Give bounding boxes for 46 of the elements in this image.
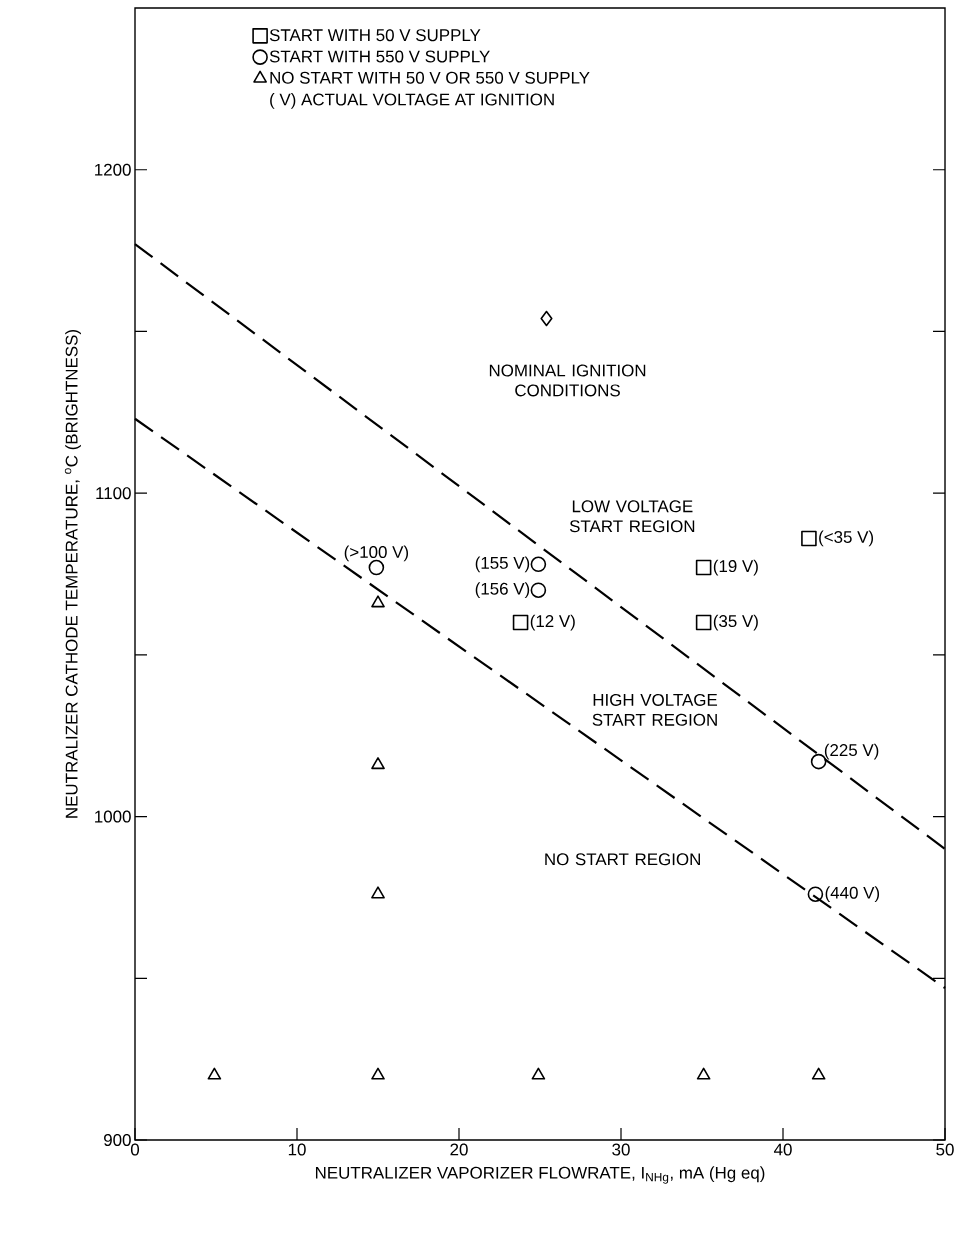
annotation: (156 V) xyxy=(475,582,530,599)
y-tick-label: 1000 xyxy=(95,810,131,823)
annotation: (225 V) xyxy=(824,743,879,760)
legend-label: NO START WITH 50 V OR 550 V SUPPLY xyxy=(270,71,590,84)
annotation: (>100 V) xyxy=(344,545,409,562)
legend-label: START WITH 550 V SUPPLY xyxy=(269,50,490,63)
annotation: (19 V) xyxy=(713,559,758,576)
annotation: NO START REGION xyxy=(545,853,700,866)
x-tick-label: 0 xyxy=(130,1143,140,1156)
annotation: HIGH VOLTAGE START REGION xyxy=(592,693,718,726)
x-tick-label: 40 xyxy=(773,1143,792,1156)
point xyxy=(512,614,529,631)
point xyxy=(810,753,827,770)
x-axis-title: NEUTRALIZER VAPORIZER FLOWRATE, I$_{NHg}$, mA (Hg eq) xyxy=(315,1166,765,1184)
legend-label: START WITH 50 V SUPPLY xyxy=(269,29,481,42)
point xyxy=(530,556,547,573)
annotation: LOW VOLTAGE START REGION xyxy=(569,500,695,533)
point xyxy=(207,1067,222,1080)
point xyxy=(801,530,817,547)
point xyxy=(371,886,385,899)
point xyxy=(811,1067,826,1080)
x-tick-label: 20 xyxy=(450,1143,468,1156)
point xyxy=(531,1067,546,1080)
point xyxy=(807,886,824,902)
y-axis-title: NEUTRALIZER CATHODE TEMPERATURE, $^{o}$C (BRIGHTNESS) xyxy=(64,330,81,818)
annotation: (155 V) xyxy=(475,556,530,573)
x-tick-label: 10 xyxy=(288,1143,306,1156)
annotation: NOMINAL IGNITION CONDITIONS xyxy=(489,364,646,397)
y-tick-label: 900 xyxy=(104,1134,131,1146)
point xyxy=(695,559,712,576)
point xyxy=(371,757,385,770)
point xyxy=(371,1067,385,1080)
point xyxy=(530,582,547,598)
y-tick-label: 1200 xyxy=(95,163,131,176)
annotation: ( V) ACTUAL VOLTAGE AT IGNITION xyxy=(270,93,554,109)
point xyxy=(696,1067,711,1080)
annotation: (35 V) xyxy=(713,614,758,631)
point xyxy=(371,595,385,608)
x-tick-label: 30 xyxy=(612,1143,630,1156)
annotation: (12 V) xyxy=(530,614,575,631)
y-tick-label: 1100 xyxy=(96,487,131,500)
annotation: (440 V) xyxy=(825,886,880,903)
point xyxy=(695,614,712,631)
x-tick-label: 50 xyxy=(936,1143,954,1156)
point xyxy=(540,310,553,327)
annotation: (<35 V) xyxy=(819,530,874,547)
